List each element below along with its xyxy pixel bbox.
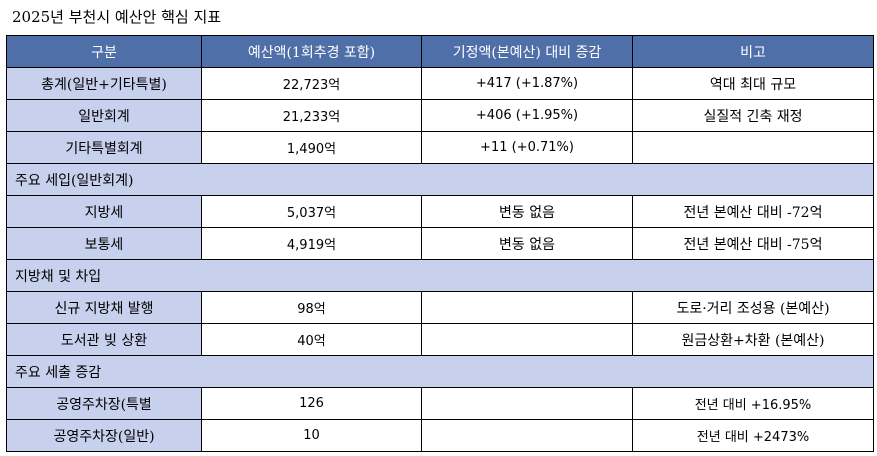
row-change: [421, 387, 633, 420]
row-label: 총계(일반+기타특별): [6, 67, 202, 100]
row-change: [421, 291, 633, 324]
page-title: 2025년 부천시 예산안 핵심 지표: [12, 8, 222, 26]
row-note: 전년 본예산 대비 -75억: [632, 227, 874, 260]
row-label: 일반회계: [6, 99, 202, 132]
table-header-row: 구분 예산액(1회추경 포함) 기정액(본예산) 대비 증감 비고: [6, 35, 874, 68]
table-row: 기타특별회계 1,490억 +11 (+0.71%): [6, 131, 874, 164]
row-label: 공영주차장(특별: [6, 387, 202, 420]
row-amount: 98억: [201, 291, 422, 324]
row-change: [421, 419, 633, 452]
row-note: 역대 최대 규모: [632, 67, 874, 100]
table-row: 총계(일반+기타특별) 22,723억 +417 (+1.87%) 역대 최대 …: [6, 67, 874, 100]
row-change: +406 (+1.95%): [421, 99, 633, 132]
section-label: 주요 세입(일반회계): [6, 163, 874, 196]
row-label: 신규 지방채 발행: [6, 291, 202, 324]
section-label: 주요 세출 증감: [6, 355, 874, 388]
header-amount: 예산액(1회추경 포함): [201, 35, 422, 68]
section-label: 지방채 및 차입: [6, 259, 874, 292]
row-label: 보통세: [6, 227, 202, 260]
row-label: 도서관 빚 상환: [6, 323, 202, 356]
row-amount: 5,037억: [201, 195, 422, 228]
row-note: 실질적 긴축 재정: [632, 99, 874, 132]
row-note: 전년 대비 +2473%: [632, 419, 874, 452]
table-row: 도서관 빚 상환 40억 원금상환+차환 (본예산): [6, 323, 874, 356]
row-amount: 40억: [201, 323, 422, 356]
row-label: 공영주차장(일반): [6, 419, 202, 452]
row-note: [632, 131, 874, 164]
row-amount: 10: [201, 419, 422, 452]
table-row: 일반회계 21,233억 +406 (+1.95%) 실질적 긴축 재정: [6, 99, 874, 132]
row-change: +11 (+0.71%): [421, 131, 633, 164]
row-label: 지방세: [6, 195, 202, 228]
budget-table: 구분 예산액(1회추경 포함) 기정액(본예산) 대비 증감 비고 총계(일반+…: [6, 35, 874, 452]
row-change: 변동 없음: [421, 195, 633, 228]
row-amount: 22,723억: [201, 67, 422, 100]
header-category: 구분: [6, 35, 202, 68]
row-change: 변동 없음: [421, 227, 633, 260]
table-row: 공영주차장(일반) 10 전년 대비 +2473%: [6, 419, 874, 452]
section-row-expenditure: 주요 세출 증감: [6, 355, 874, 388]
header-note: 비고: [632, 35, 874, 68]
row-note: 도로·거리 조성용 (본예산): [632, 291, 874, 324]
header-change: 기정액(본예산) 대비 증감: [421, 35, 633, 68]
row-change: +417 (+1.87%): [421, 67, 633, 100]
section-row-debt: 지방채 및 차입: [6, 259, 874, 292]
row-amount: 4,919억: [201, 227, 422, 260]
row-change: [421, 323, 633, 356]
table-row: 지방세 5,037억 변동 없음 전년 본예산 대비 -72억: [6, 195, 874, 228]
table-row: 신규 지방채 발행 98억 도로·거리 조성용 (본예산): [6, 291, 874, 324]
table-row: 보통세 4,919억 변동 없음 전년 본예산 대비 -75억: [6, 227, 874, 260]
row-note: 원금상환+차환 (본예산): [632, 323, 874, 356]
table-row: 공영주차장(특별 126 전년 대비 +16.95%: [6, 387, 874, 420]
row-amount: 21,233억: [201, 99, 422, 132]
row-amount: 126: [201, 387, 422, 420]
row-label: 기타특별회계: [6, 131, 202, 164]
row-amount: 1,490억: [201, 131, 422, 164]
section-row-revenue: 주요 세입(일반회계): [6, 163, 874, 196]
row-note: 전년 대비 +16.95%: [632, 387, 874, 420]
row-note: 전년 본예산 대비 -72억: [632, 195, 874, 228]
